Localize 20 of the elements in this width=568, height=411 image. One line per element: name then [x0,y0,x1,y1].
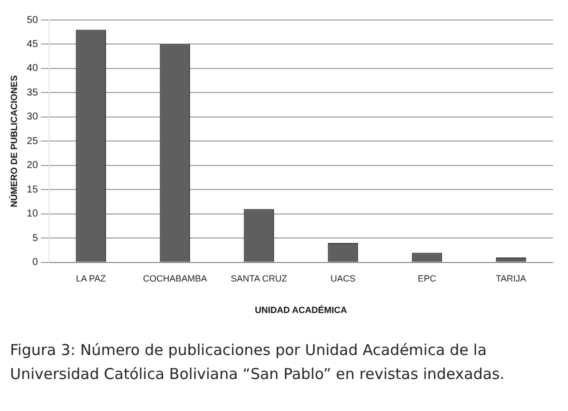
x-tick-label: TARIJA [496,273,526,284]
y-axis-title: NÚMERO DE PUBLICACIONES [8,75,19,208]
x-tick-label: LA PAZ [76,273,106,284]
y-tick-label: 15 [26,184,38,196]
y-tick-label: 50 [26,14,38,26]
x-tick-label: EPC [418,273,437,284]
y-tick-label: 40 [26,63,38,74]
x-tick-label: COCHABAMBA [142,273,207,284]
y-tick-label: 45 [26,38,38,50]
y-tick-label: 0 [32,257,38,268]
x-tick-label: UACS [330,273,356,284]
y-tick-label: 35 [26,87,38,98]
y-tick-label: 20 [26,160,38,172]
y-tick-label: 30 [26,112,38,123]
x-axis-title: UNIDAD ACADÉMICA [254,305,348,316]
y-tick-label: 10 [26,208,38,220]
y-tick-label: 25 [26,136,38,147]
y-tick-label: 5 [32,232,38,244]
text: Figura 3: Número de publicaciones por Unidad Académica de la Universidad Católica Boliviana “San Pablo” en revistas indexadas. [10,340,506,385]
x-tick-label: SANTA CRUZ [230,273,288,284]
